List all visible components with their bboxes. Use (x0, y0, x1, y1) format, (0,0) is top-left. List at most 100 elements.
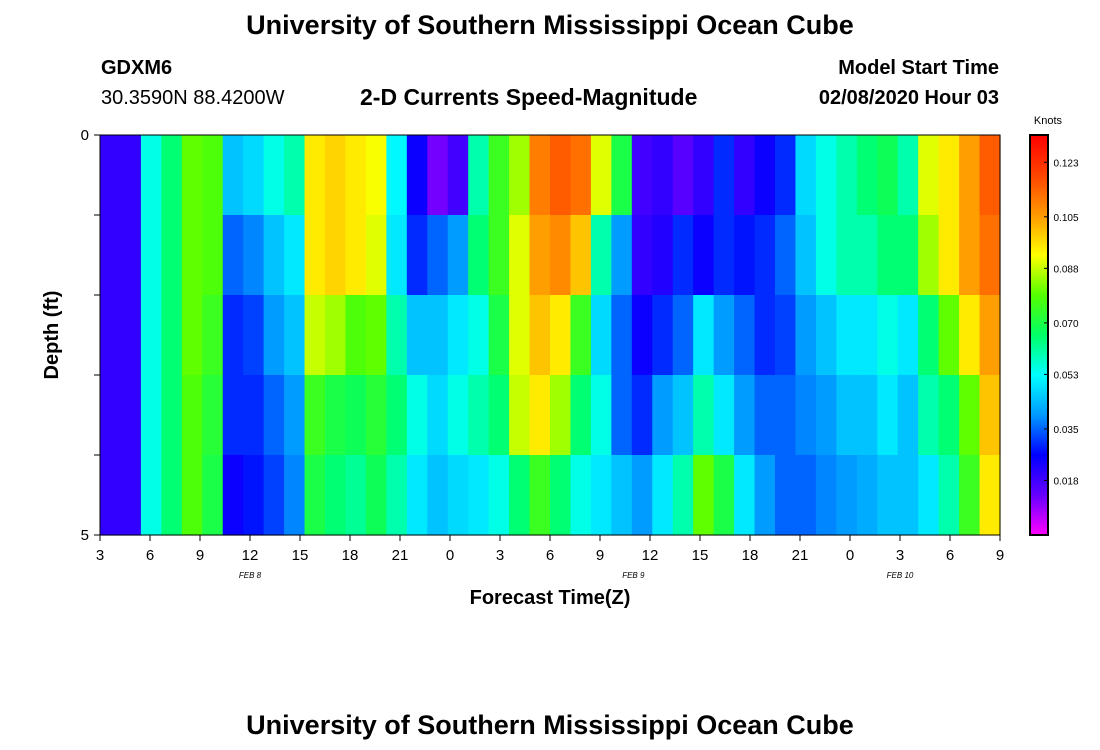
heatmap-cell (550, 455, 572, 536)
heatmap-cell (202, 215, 224, 296)
heatmap-cell (304, 135, 326, 216)
station-id: GDXM6 (101, 57, 173, 79)
heatmap-cell (590, 375, 612, 456)
x-tick-label: 3 (496, 547, 504, 564)
x-tick-label: 21 (392, 547, 409, 564)
heatmap-cell (815, 135, 837, 216)
heatmap-cell (959, 375, 981, 456)
heatmap-cell (161, 135, 183, 216)
heatmap-cell (897, 135, 919, 216)
heatmap-cell (284, 375, 306, 456)
heatmap-cell (488, 375, 510, 456)
heatmap-cell (570, 215, 592, 296)
heatmap-cell (509, 135, 531, 216)
heatmap-cell (815, 455, 837, 536)
y-tick-label: 0 (81, 127, 89, 144)
heatmap-cell (386, 295, 408, 376)
x-date-label: FEB 8 (239, 571, 262, 580)
heatmap-cell (734, 215, 756, 296)
heatmap-cell (243, 215, 265, 296)
heatmap-cell (631, 375, 653, 456)
heatmap-cell (304, 375, 326, 456)
heatmap-cell (775, 215, 797, 296)
heatmap-cell (263, 135, 285, 216)
heatmap-cell (202, 135, 224, 216)
x-axis-title: Forecast Time(Z) (470, 587, 631, 609)
heatmap-cell (693, 455, 715, 536)
heatmap-cell (120, 215, 142, 296)
heatmap-cell (488, 135, 510, 216)
heatmap-cell (754, 375, 776, 456)
heatmap-cell (222, 455, 244, 536)
heatmap-cell (918, 375, 940, 456)
heatmap-cell (202, 295, 224, 376)
heatmap-cell (509, 215, 531, 296)
heatmap-cell (959, 295, 981, 376)
heatmap-cell (345, 455, 367, 536)
heatmap-cell (836, 375, 858, 456)
heatmap-cell (161, 455, 183, 536)
x-date-label: FEB 9 (622, 571, 645, 580)
heatmap-cell (734, 295, 756, 376)
heatmap-cell (304, 215, 326, 296)
heatmap-cell (427, 295, 449, 376)
colorbar-tick-label: 0.070 (1053, 319, 1078, 330)
chart-subtitle: 2-D Currents Speed-Magnitude (360, 84, 698, 110)
heatmap-cell (856, 455, 878, 536)
heatmap-cell (284, 455, 306, 536)
heatmap-cell (652, 455, 674, 536)
heatmap-cell (611, 135, 633, 216)
heatmap-cell (611, 295, 633, 376)
x-tick-label: 9 (596, 547, 604, 564)
x-date-label: FEB 10 (887, 571, 914, 580)
heatmap-cell (345, 375, 367, 456)
heatmap-cell (243, 135, 265, 216)
heatmap-cell (529, 215, 551, 296)
heatmap-cell (447, 135, 469, 216)
heatmap-cell (222, 295, 244, 376)
x-tick-label: 3 (96, 547, 104, 564)
heatmap-cell (365, 375, 387, 456)
colorbar-tick-label: 0.035 (1053, 425, 1078, 436)
heatmap-cell (938, 215, 960, 296)
heatmap-cell (570, 375, 592, 456)
heatmap-cell (611, 455, 633, 536)
heatmap-cell (100, 135, 122, 216)
heatmap-cell (325, 295, 347, 376)
heatmap-cell (263, 455, 285, 536)
heatmap-cell (652, 215, 674, 296)
x-tick-label: 0 (446, 547, 454, 564)
heatmap-cell (815, 215, 837, 296)
heatmap-cell (488, 455, 510, 536)
heatmap-cell (693, 215, 715, 296)
colorbar-ticks: 0.123 0.105 0.088 0.070 0.053 0.035 0.018 (1044, 158, 1079, 487)
heatmap-cell (427, 375, 449, 456)
heatmap-cell (120, 135, 142, 216)
heatmap-cell (713, 295, 735, 376)
x-tick-label: 9 (196, 547, 204, 564)
heatmap-cell (713, 375, 735, 456)
heatmap-cell (713, 215, 735, 296)
heatmap-cell (734, 135, 756, 216)
heatmap-cell (693, 295, 715, 376)
heatmap-cell (365, 215, 387, 296)
heatmap-cell (795, 375, 817, 456)
heatmap-cell (836, 295, 858, 376)
x-tick-label: 9 (996, 547, 1004, 564)
heatmap-cell (427, 135, 449, 216)
heatmap-cell (161, 215, 183, 296)
heatmap-cell (754, 135, 776, 216)
heatmap-cell (570, 455, 592, 536)
heatmap-cell (897, 215, 919, 296)
heatmap-cell (713, 135, 735, 216)
heatmap-cell (488, 295, 510, 376)
heatmap-cell (877, 215, 899, 296)
heatmap-cell (284, 215, 306, 296)
heatmap-cell (345, 215, 367, 296)
heatmap-cell (611, 215, 633, 296)
heatmap-cell (877, 135, 899, 216)
heatmap-cell (938, 375, 960, 456)
heatmap-cell (140, 215, 162, 296)
heatmap-cell (365, 295, 387, 376)
